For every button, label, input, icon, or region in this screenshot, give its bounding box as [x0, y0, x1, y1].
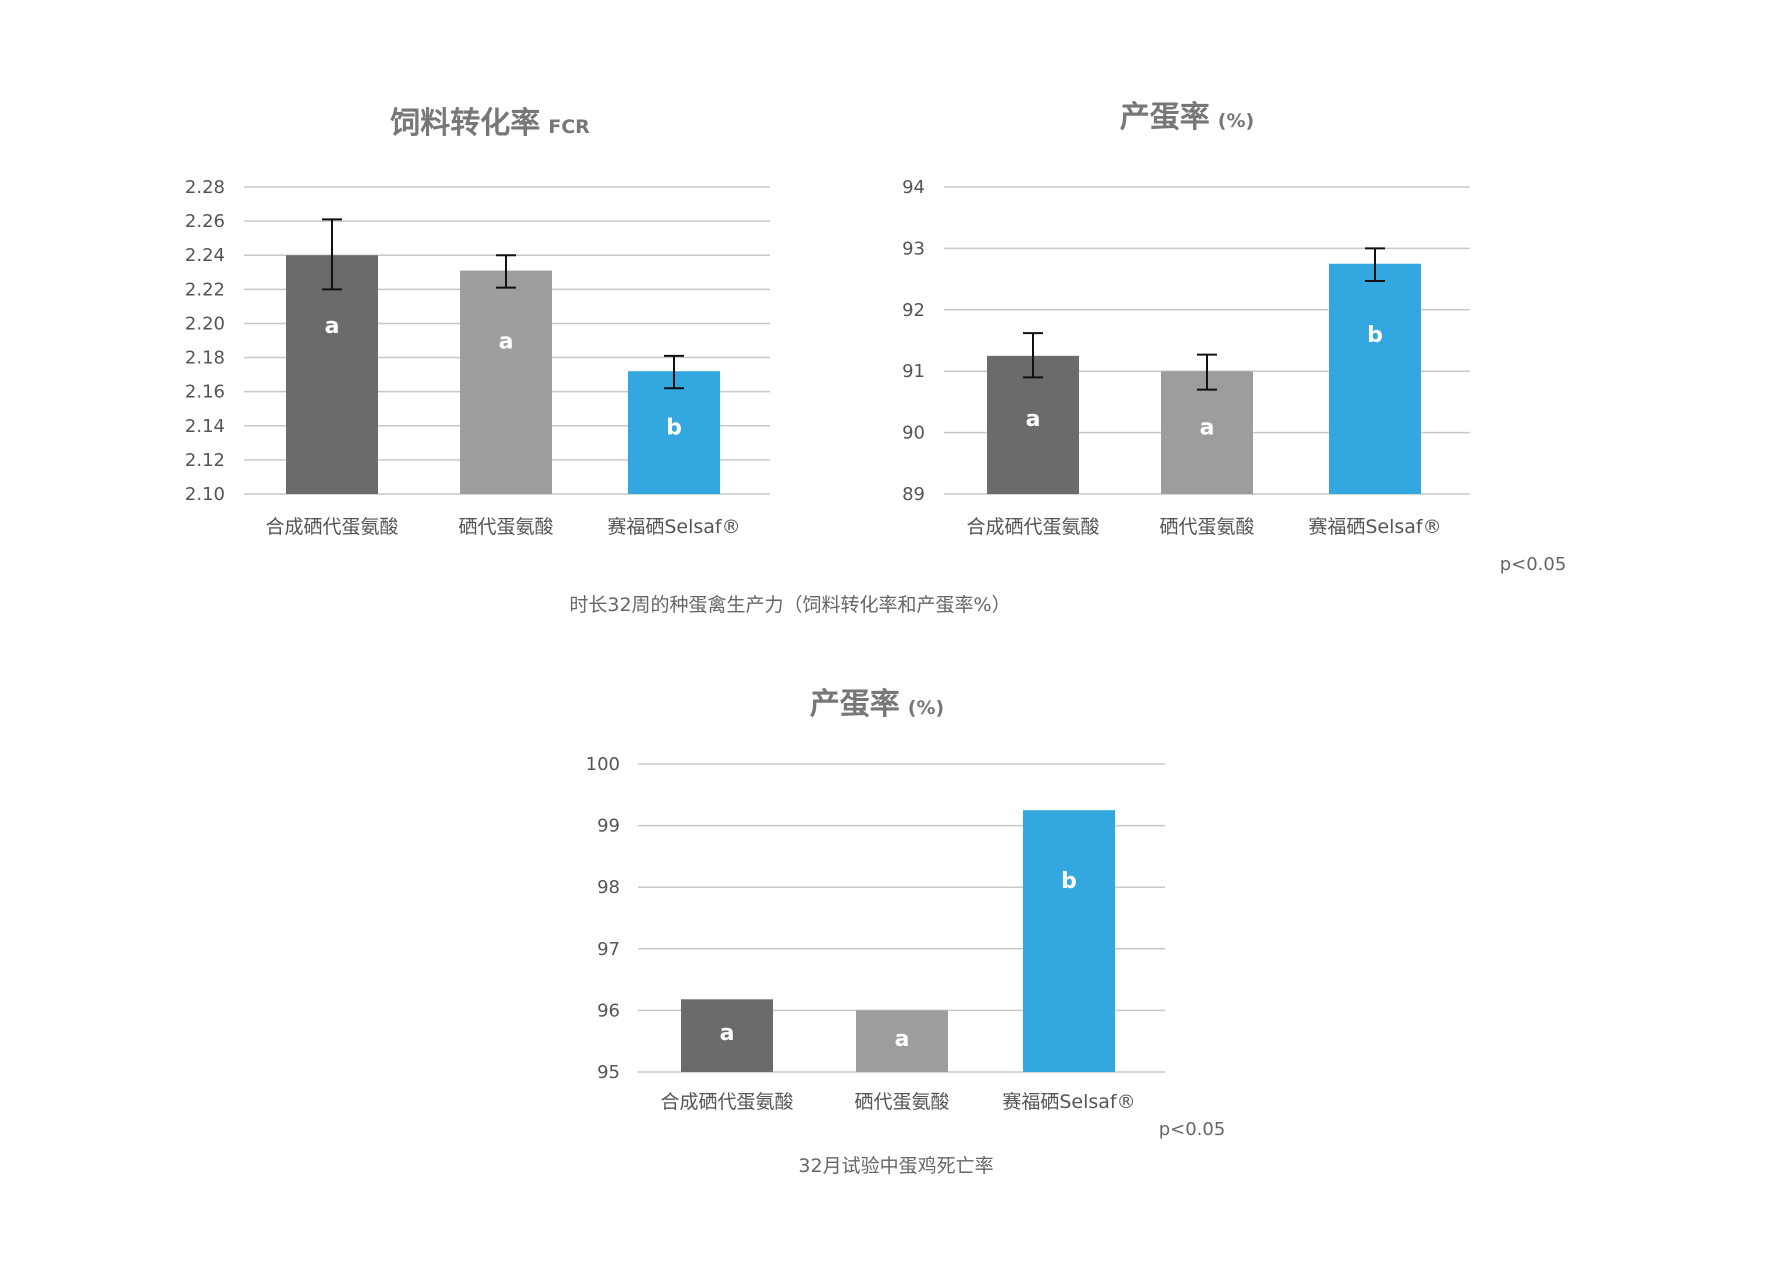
y-tick-label: 91	[902, 361, 925, 382]
y-tick-label: 2.18	[185, 348, 225, 369]
bar	[1329, 263, 1421, 494]
x-category-label: 硒代蛋氨酸	[1159, 516, 1254, 538]
chart-title: 产蛋率 (%)	[1120, 100, 1254, 135]
y-tick-label: 2.28	[185, 177, 225, 198]
chart-title-unit: FCR	[548, 116, 590, 138]
caption-bottom: 32月试验中蛋鸡死亡率	[798, 1155, 993, 1177]
bar	[856, 1010, 948, 1072]
significance-label: a	[720, 1021, 735, 1046]
significance-label: a	[325, 314, 340, 339]
x-category-label: 赛福硒Selsaf®	[1308, 516, 1441, 538]
p-value-note: p<0.05	[1159, 1119, 1226, 1140]
y-tick-label: 94	[902, 177, 925, 198]
x-category-label: 合成硒代蛋氨酸	[265, 516, 398, 538]
y-tick-label: 92	[902, 300, 925, 321]
x-category-label: 赛福硒Selsaf®	[607, 516, 740, 538]
p-value-note: p<0.05	[1500, 554, 1567, 575]
y-tick-label: 89	[902, 484, 925, 505]
y-tick-label: 2.16	[185, 382, 225, 403]
y-tick-label: 90	[902, 423, 925, 444]
y-tick-label: 96	[597, 1000, 620, 1021]
chart-title-unit: (%)	[908, 697, 944, 719]
x-category-label: 硒代蛋氨酸	[854, 1091, 949, 1113]
y-tick-label: 2.20	[185, 313, 225, 334]
y-tick-label: 2.26	[185, 211, 225, 232]
y-tick-label: 2.22	[185, 279, 225, 300]
bar	[1023, 810, 1115, 1072]
chart-fcr: 饲料转化率 FCR 2.28 2.26 2.24 2.22 2.20 2.18 2.16 2.14…	[185, 106, 770, 538]
bar	[987, 355, 1079, 494]
significance-label: a	[1026, 407, 1041, 432]
y-tick-label: 95	[597, 1062, 620, 1083]
y-tick-label: 2.24	[185, 245, 225, 266]
y-tick-label: 100	[586, 754, 620, 775]
chart-title-main: 产蛋率	[810, 687, 900, 722]
chart-laying-rate-32w: 产蛋率 (%) 94 93 92 91 90 89 a 合成硒代蛋氨酸 a 硒代蛋氨酸 b 赛福硒Sels…	[902, 100, 1566, 575]
caption-top: 时长32周的种蛋禽生产力（饲料转化率和产蛋率%）	[569, 594, 1010, 616]
x-category-label: 合成硒代蛋氨酸	[660, 1091, 793, 1113]
significance-label: b	[666, 415, 682, 440]
y-tick-label: 2.14	[185, 416, 225, 437]
bar	[1161, 371, 1253, 494]
y-tick-label: 97	[597, 939, 620, 960]
y-tick-label: 93	[902, 238, 925, 259]
x-category-label: 硒代蛋氨酸	[458, 516, 553, 538]
significance-label: b	[1367, 323, 1383, 348]
chart-title: 产蛋率 (%)	[810, 687, 944, 722]
significance-label: b	[1061, 869, 1077, 894]
bar	[681, 999, 773, 1072]
bar	[286, 255, 378, 494]
x-category-label: 合成硒代蛋氨酸	[966, 516, 1099, 538]
x-category-label: 赛福硒Selsaf®	[1002, 1091, 1135, 1113]
y-tick-label: 98	[597, 877, 620, 898]
chart-title-main: 饲料转化率	[389, 106, 540, 141]
chart-laying-rate-bottom: 产蛋率 (%) 100 99 98 97 96 95 a 合成硒代蛋氨酸 a 硒代蛋氨酸 b 赛福硒Sel…	[586, 687, 1226, 1140]
chart-title-main: 产蛋率	[1120, 100, 1210, 135]
y-tick-label: 2.12	[185, 450, 225, 471]
significance-label: a	[895, 1027, 910, 1052]
y-tick-label: 2.10	[185, 484, 225, 505]
bar	[460, 270, 552, 494]
significance-label: a	[499, 330, 514, 355]
y-tick-label: 99	[597, 816, 620, 837]
bar	[628, 371, 720, 494]
chart-title: 饲料转化率 FCR	[389, 106, 590, 141]
chart-title-unit: (%)	[1218, 110, 1254, 132]
significance-label: a	[1200, 415, 1215, 440]
